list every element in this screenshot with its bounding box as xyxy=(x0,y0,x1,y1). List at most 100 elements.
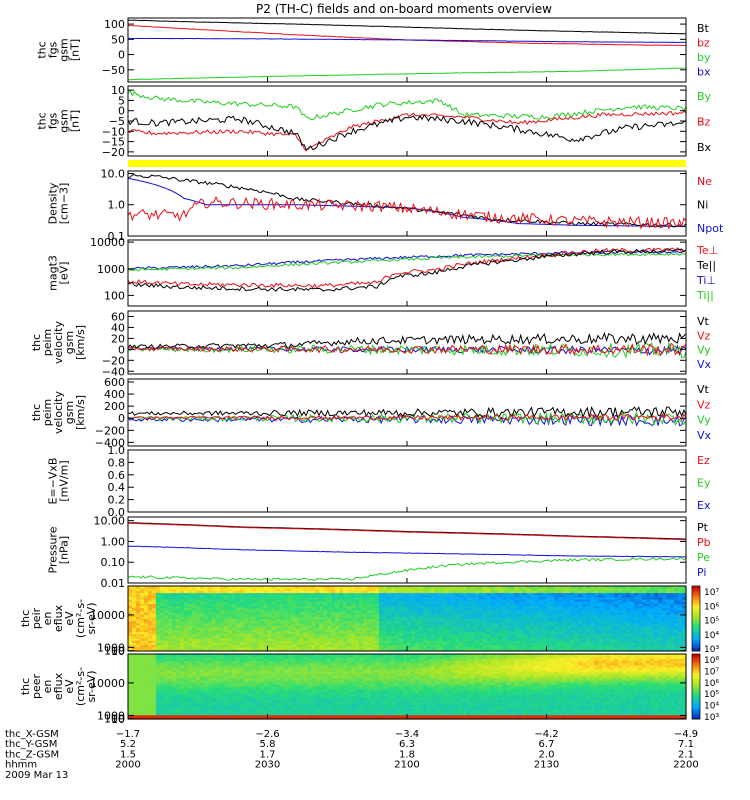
colorbar-swatch xyxy=(692,634,700,638)
spectrogram-cell xyxy=(438,612,444,615)
spectrogram-cell xyxy=(183,716,189,720)
spectrogram-cell xyxy=(143,620,149,624)
spectrogram-cell xyxy=(195,588,201,591)
spectrogram-cell xyxy=(287,607,293,611)
y-tick-label: 10.00 xyxy=(94,515,126,528)
spectrogram-cell xyxy=(638,640,643,643)
spectrogram-cell xyxy=(470,596,476,600)
spectrogram-cell xyxy=(538,612,544,615)
spectrogram-cell xyxy=(618,635,623,639)
spectrogram-cell xyxy=(323,644,328,648)
spectrogram-cell xyxy=(183,594,189,598)
spectrogram-cell xyxy=(598,638,603,641)
spectrogram-cell xyxy=(363,607,368,611)
spectrogram-cell xyxy=(562,640,568,643)
spectrogram-cell xyxy=(279,629,285,633)
spectrogram-cell xyxy=(482,601,488,604)
spectrogram-cell xyxy=(674,590,679,594)
spectrogram-cell xyxy=(514,638,520,641)
spectrogram-cell xyxy=(187,699,193,703)
spectrogram-cell xyxy=(175,625,181,628)
spectrogram-cell xyxy=(494,594,500,598)
spectrogram-cell xyxy=(594,586,599,589)
spectrogram-cell xyxy=(594,612,599,615)
spectrogram-cell xyxy=(139,635,145,639)
spectrogram-cell xyxy=(259,640,265,643)
spectrogram-cell xyxy=(151,640,157,643)
spectrogram-cell xyxy=(546,590,552,594)
spectrogram-cell xyxy=(267,596,273,600)
spectrogram-cell xyxy=(155,642,161,646)
spectrogram-cell xyxy=(251,616,257,620)
spectrogram-cell xyxy=(642,635,647,639)
spectrogram-cell xyxy=(446,586,452,589)
spectrogram-cell xyxy=(666,627,671,630)
spectrogram-cell xyxy=(167,688,173,692)
spectrogram-cell xyxy=(554,601,560,604)
spectrogram-cell xyxy=(179,648,185,652)
spectrogram-cell xyxy=(259,592,265,596)
spectrogram-cell xyxy=(414,607,420,611)
spectrogram-cell xyxy=(151,620,157,624)
spectrogram-cell xyxy=(474,627,480,630)
spectrogram-cell xyxy=(251,620,257,624)
spectrogram-cell xyxy=(654,629,659,633)
spectrogram-cell xyxy=(303,631,308,635)
spectrogram-cell xyxy=(303,622,308,626)
spectrogram-cell xyxy=(558,599,564,602)
spectrogram-cell xyxy=(642,614,647,617)
spectrogram-cell xyxy=(582,590,587,594)
spectrogram-cell xyxy=(418,590,424,594)
spectrogram-cell xyxy=(542,648,548,652)
y-axis-label-line: peir xyxy=(30,607,43,629)
spectrogram-cell xyxy=(203,633,209,637)
spectrogram-cell xyxy=(227,648,233,652)
spectrogram-cell xyxy=(143,669,149,672)
spectrogram-cell xyxy=(542,640,548,643)
spectrogram-cell xyxy=(510,605,516,609)
spectrogram-cell xyxy=(570,631,575,635)
spectrogram-cell xyxy=(131,673,137,677)
spectrogram-cell xyxy=(291,640,296,643)
spectrogram-cell xyxy=(614,642,619,646)
spectrogram-cell xyxy=(514,629,520,633)
spectrogram-cell xyxy=(474,631,480,635)
spectrogram-cell xyxy=(518,625,524,628)
spectrogram-cell xyxy=(135,640,141,643)
spectrogram-cell xyxy=(267,603,273,607)
spectrogram-cell xyxy=(426,599,432,602)
spectrogram-cell xyxy=(558,629,564,633)
spectrogram-cell xyxy=(143,629,149,633)
spectrogram-cell xyxy=(606,635,611,639)
spectrogram-cell xyxy=(299,644,304,648)
spectrogram-cell xyxy=(602,642,607,646)
spectrogram-cell xyxy=(622,596,627,600)
spectrogram-cell xyxy=(642,622,647,626)
spectrogram-cell xyxy=(163,644,169,648)
spectrogram-cell xyxy=(387,620,392,624)
spectrogram-cell xyxy=(399,588,404,591)
spectrogram-cell xyxy=(399,586,404,589)
spectrogram-cell xyxy=(355,612,360,615)
spectrogram-cell xyxy=(522,627,528,630)
spectrogram-cell xyxy=(147,664,153,668)
spectrogram-cell xyxy=(167,609,173,613)
spectrogram-cell xyxy=(383,612,388,615)
spectrogram-cell xyxy=(167,646,173,650)
spectrogram-cell xyxy=(279,590,285,594)
spectrogram-cell xyxy=(283,596,289,600)
spectrogram-cell xyxy=(171,612,177,615)
y-tick-label: 100 xyxy=(104,18,125,31)
spectrogram-cell xyxy=(438,601,444,604)
spectrogram-cell xyxy=(143,596,149,600)
spectrogram-cell xyxy=(422,627,428,630)
spectrogram-cell xyxy=(235,638,241,641)
spectrogram-cell xyxy=(187,680,193,683)
spectrogram-cell xyxy=(135,609,141,613)
spectrogram-cell xyxy=(502,640,508,643)
spectrogram-cell xyxy=(574,599,579,602)
spectrogram-cell xyxy=(634,596,639,600)
colorbar-swatch xyxy=(692,594,700,598)
spectrogram-cell xyxy=(167,671,173,675)
